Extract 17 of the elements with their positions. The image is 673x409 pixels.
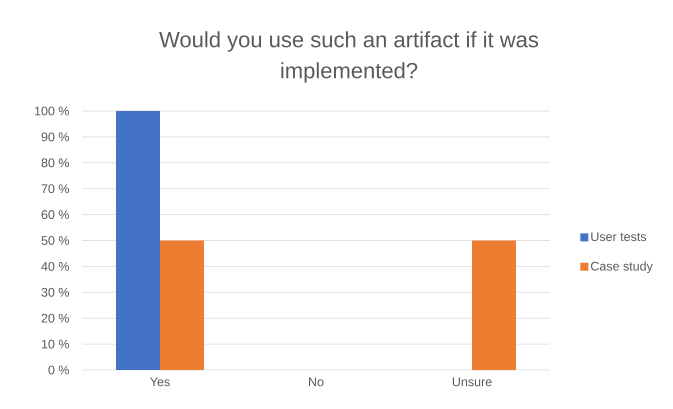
x-tick-label: Unsure — [452, 378, 492, 386]
legend-label: User tests — [591, 232, 646, 242]
y-tick-label: 60 % — [42, 210, 70, 220]
y-tick-label: 70 % — [42, 184, 70, 194]
y-tick-label: 100 % — [34, 106, 70, 116]
y-tick-label: 20 % — [42, 314, 70, 323]
legend-label: Case study — [590, 261, 653, 274]
y-tick-label: 30 % — [41, 288, 70, 297]
y-tick-label: 10 % — [42, 340, 70, 349]
y-tick-label: 90 % — [42, 132, 70, 142]
y-tick-label: 50 % — [41, 236, 70, 245]
x-tick-label: No — [309, 378, 324, 386]
y-tick-label: 80 % — [42, 158, 70, 168]
y-tick-label: 40 % — [41, 262, 70, 271]
y-tick-label: 0 % — [48, 366, 70, 374]
chart-title: Would you use such an artifact if it was implemented? — [159, 31, 538, 83]
x-tick-label: Yes — [150, 378, 170, 386]
